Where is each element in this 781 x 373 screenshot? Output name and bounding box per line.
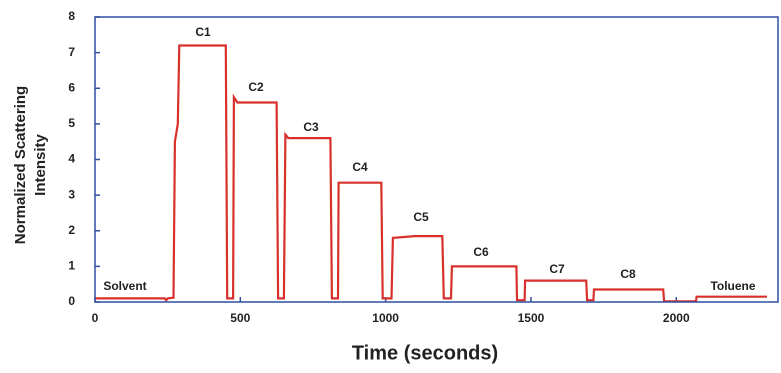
annotation: Solvent [103, 279, 146, 293]
y-tick-label: 0 [68, 294, 75, 308]
y-tick-label: 2 [68, 223, 75, 237]
annotation: C3 [303, 120, 319, 134]
x-tick-label: 1500 [518, 311, 545, 325]
annotation: C6 [473, 245, 489, 259]
y-tick-label: 5 [68, 116, 75, 130]
y-axis-label: Normalized Scattering Intensity [12, 85, 49, 245]
annotation: C2 [248, 80, 264, 94]
annotation: C4 [352, 160, 368, 174]
y-tick-label: 3 [68, 187, 75, 201]
annotation: C8 [620, 267, 636, 281]
y-tick-label: 7 [68, 45, 75, 59]
y-tick-label: 6 [68, 80, 75, 94]
annotation: C7 [549, 262, 565, 276]
annotation: Toluene [710, 279, 755, 293]
x-tick-label: 500 [230, 311, 250, 325]
x-axis-label: Time (seconds) [352, 342, 498, 364]
y-tick-label: 1 [68, 259, 75, 273]
annotation: C5 [413, 210, 429, 224]
y-tick-label: 8 [68, 9, 75, 23]
plot-frame [94, 16, 779, 303]
annotation: C1 [195, 25, 211, 39]
x-tick-label: 2000 [663, 311, 690, 325]
y-tick-label: 4 [68, 152, 75, 166]
x-tick-label: 1000 [372, 311, 399, 325]
data-line [95, 44, 767, 303]
x-tick-label: 0 [92, 311, 99, 325]
